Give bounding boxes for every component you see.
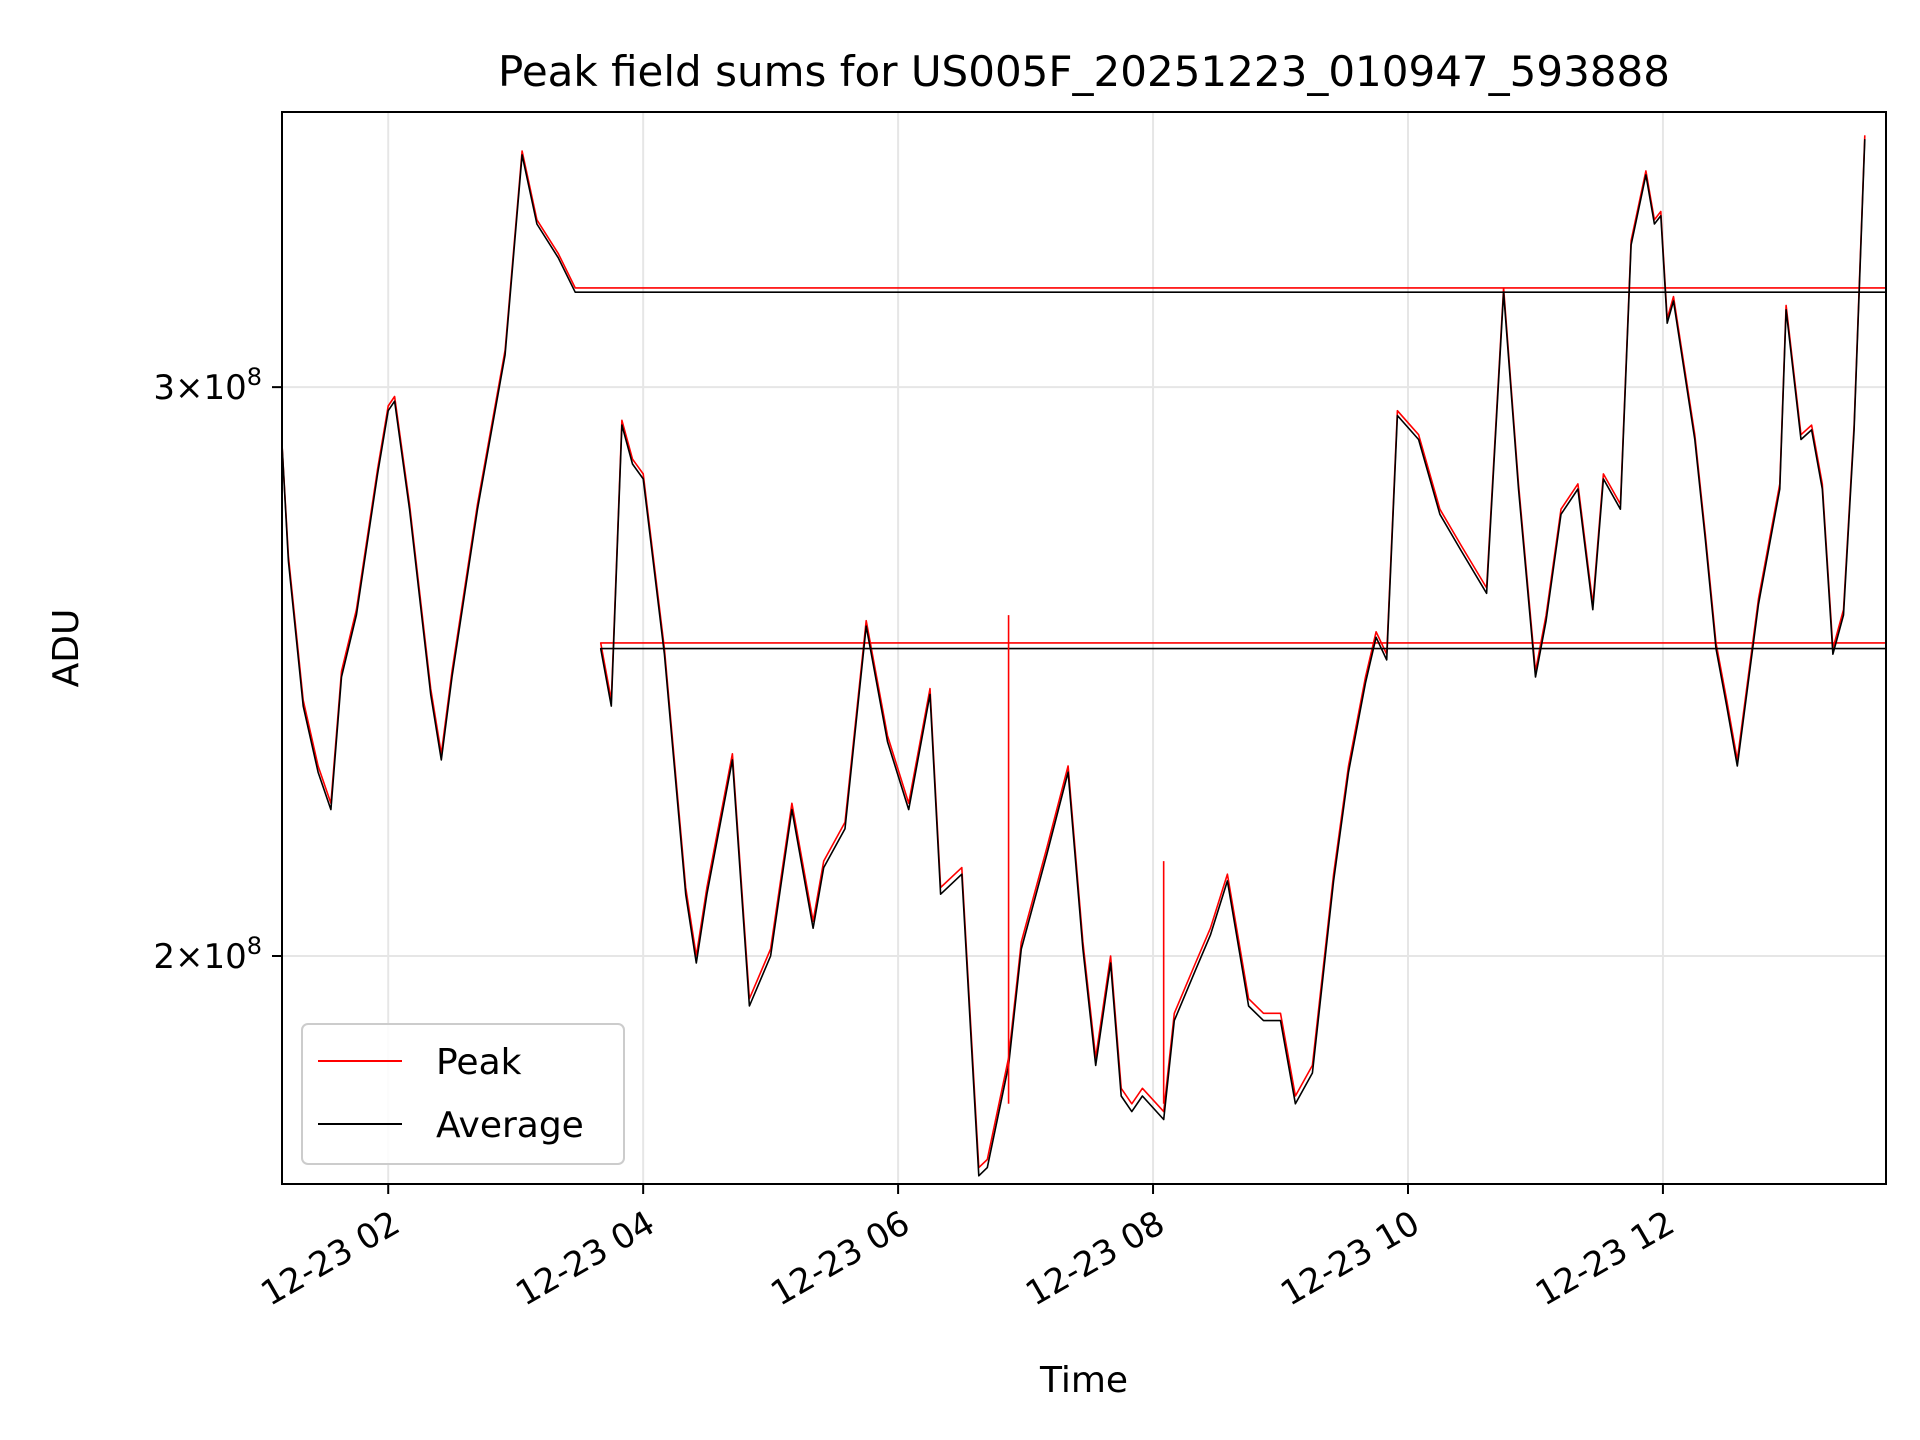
legend: Peak Average: [301, 1023, 625, 1165]
y-axis-label: ADU: [46, 609, 87, 688]
legend-frame: [301, 1023, 625, 1165]
y-tick-label: 2×108: [153, 932, 262, 977]
y-tick-label: 3×108: [153, 363, 262, 408]
x-axis-label: Time: [1039, 1360, 1128, 1401]
plot-lines: [282, 135, 1920, 1176]
plot-frame: [281, 111, 1887, 1185]
legend-label-average: Average: [436, 1105, 584, 1146]
chart-title: Peak field sums for US005F_20251223_0109…: [498, 47, 1670, 96]
y-tick-label-exponent: 8: [247, 363, 262, 391]
y-tick-label-exponent: 8: [247, 932, 262, 960]
legend-label-peak: Peak: [436, 1042, 522, 1083]
